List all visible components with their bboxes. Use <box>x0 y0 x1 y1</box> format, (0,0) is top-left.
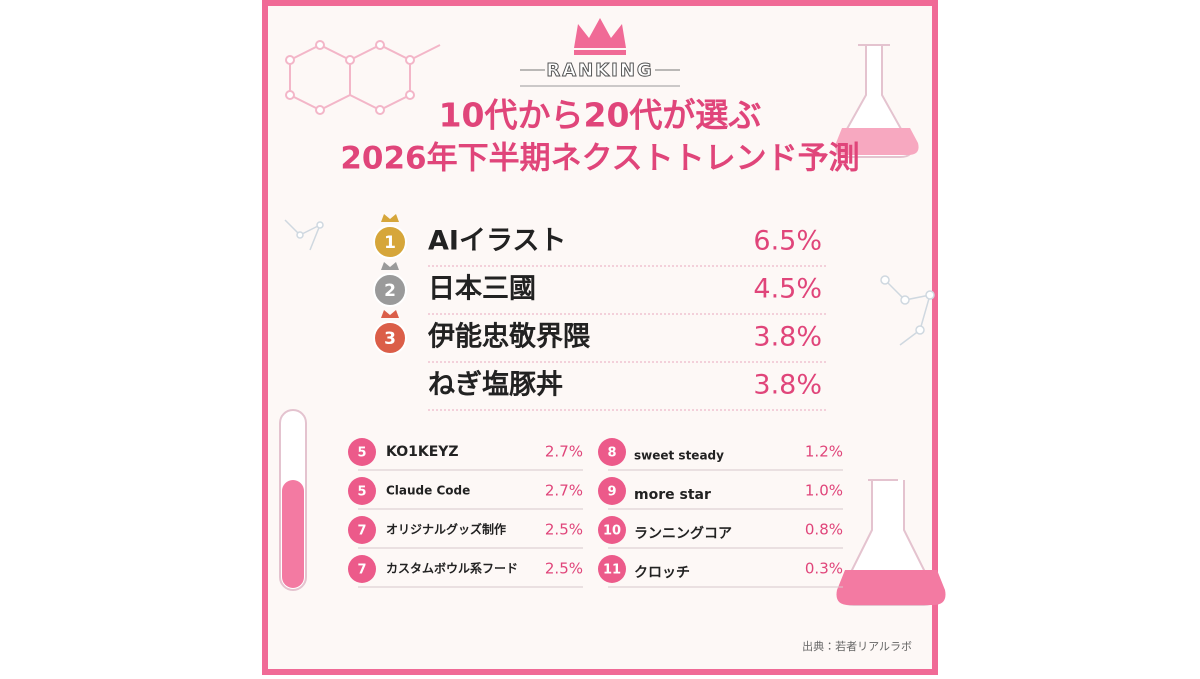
rank-number: 7 <box>357 524 366 539</box>
trend-share: 3.8% <box>753 322 822 353</box>
trend-name: AIイラスト <box>428 226 566 257</box>
medal <box>373 273 407 307</box>
rank-number: 8 <box>607 446 616 461</box>
title-line: 10代から20代が選ぶ <box>439 96 762 135</box>
rank-number: 7 <box>357 563 366 578</box>
trend-share: 2.5% <box>545 521 583 539</box>
rank-number: 5 <box>357 485 366 500</box>
trend-share: 2.7% <box>545 482 583 500</box>
medal <box>373 225 407 259</box>
trend-name: 日本三國 <box>428 274 536 305</box>
medal-crown <box>381 214 399 222</box>
rank-number: 9 <box>607 485 616 500</box>
trend-name: オリジナルグッズ制作 <box>386 522 506 537</box>
rank-badge <box>598 516 626 544</box>
trend-name: KO1KEYZ <box>386 444 459 460</box>
rank-badge <box>348 477 376 505</box>
trend-name: クロッチ <box>634 565 690 581</box>
trend-share: 2.7% <box>545 443 583 461</box>
rank-badge <box>598 477 626 505</box>
flask-decoration <box>279 44 946 606</box>
trend-name: sweet steady <box>634 449 724 463</box>
trend-share: 0.8% <box>805 521 843 539</box>
rank-number: 5 <box>357 446 366 461</box>
rank-number: 10 <box>603 524 621 539</box>
rank-badge <box>348 555 376 583</box>
trend-share: 4.5% <box>753 274 822 305</box>
trend-share: 1.2% <box>805 443 843 461</box>
rank-number: 2 <box>384 281 396 301</box>
trend-name: more star <box>634 487 711 503</box>
trend-name: 伊能忠敬界隈 <box>427 322 591 353</box>
rank-badge <box>348 438 376 466</box>
ranking-list: 1 AIイラスト 6.5% 2 日本三國 4.5% 3 伊能忠敬界隈 3.8% ねぎ塩豚丼 3.8%… <box>348 214 843 588</box>
title-line: 2026年下半期ネクストトレンド予測 <box>340 141 859 177</box>
rank-badge <box>348 516 376 544</box>
trend-share: 2.5% <box>545 560 583 578</box>
ranking-label: RANKING <box>546 60 653 81</box>
trend-name: ねぎ塩豚丼 <box>428 370 563 401</box>
medal-crown <box>381 310 399 318</box>
trend-name: ランニングコア <box>634 525 732 542</box>
trend-share: 0.3% <box>805 560 843 578</box>
medal-crown <box>381 262 399 270</box>
crown-icon <box>574 18 626 55</box>
trend-share: 1.0% <box>805 482 843 500</box>
trend-name: Claude Code <box>386 484 470 498</box>
rank-badge <box>598 555 626 583</box>
molecule-decoration <box>284 219 935 346</box>
source: 出典：若者リアルラボ <box>802 639 912 653</box>
trend-name: カスタムボウル系フード <box>386 561 518 576</box>
rank-number: 1 <box>384 233 396 253</box>
molecule-decoration <box>285 40 441 115</box>
rank-badge <box>598 438 626 466</box>
medal <box>373 321 407 355</box>
rank-number: 11 <box>603 563 621 578</box>
rank-number: 3 <box>384 329 396 349</box>
trend-share: 3.8% <box>753 370 822 401</box>
trend-share: 6.5% <box>753 226 822 257</box>
